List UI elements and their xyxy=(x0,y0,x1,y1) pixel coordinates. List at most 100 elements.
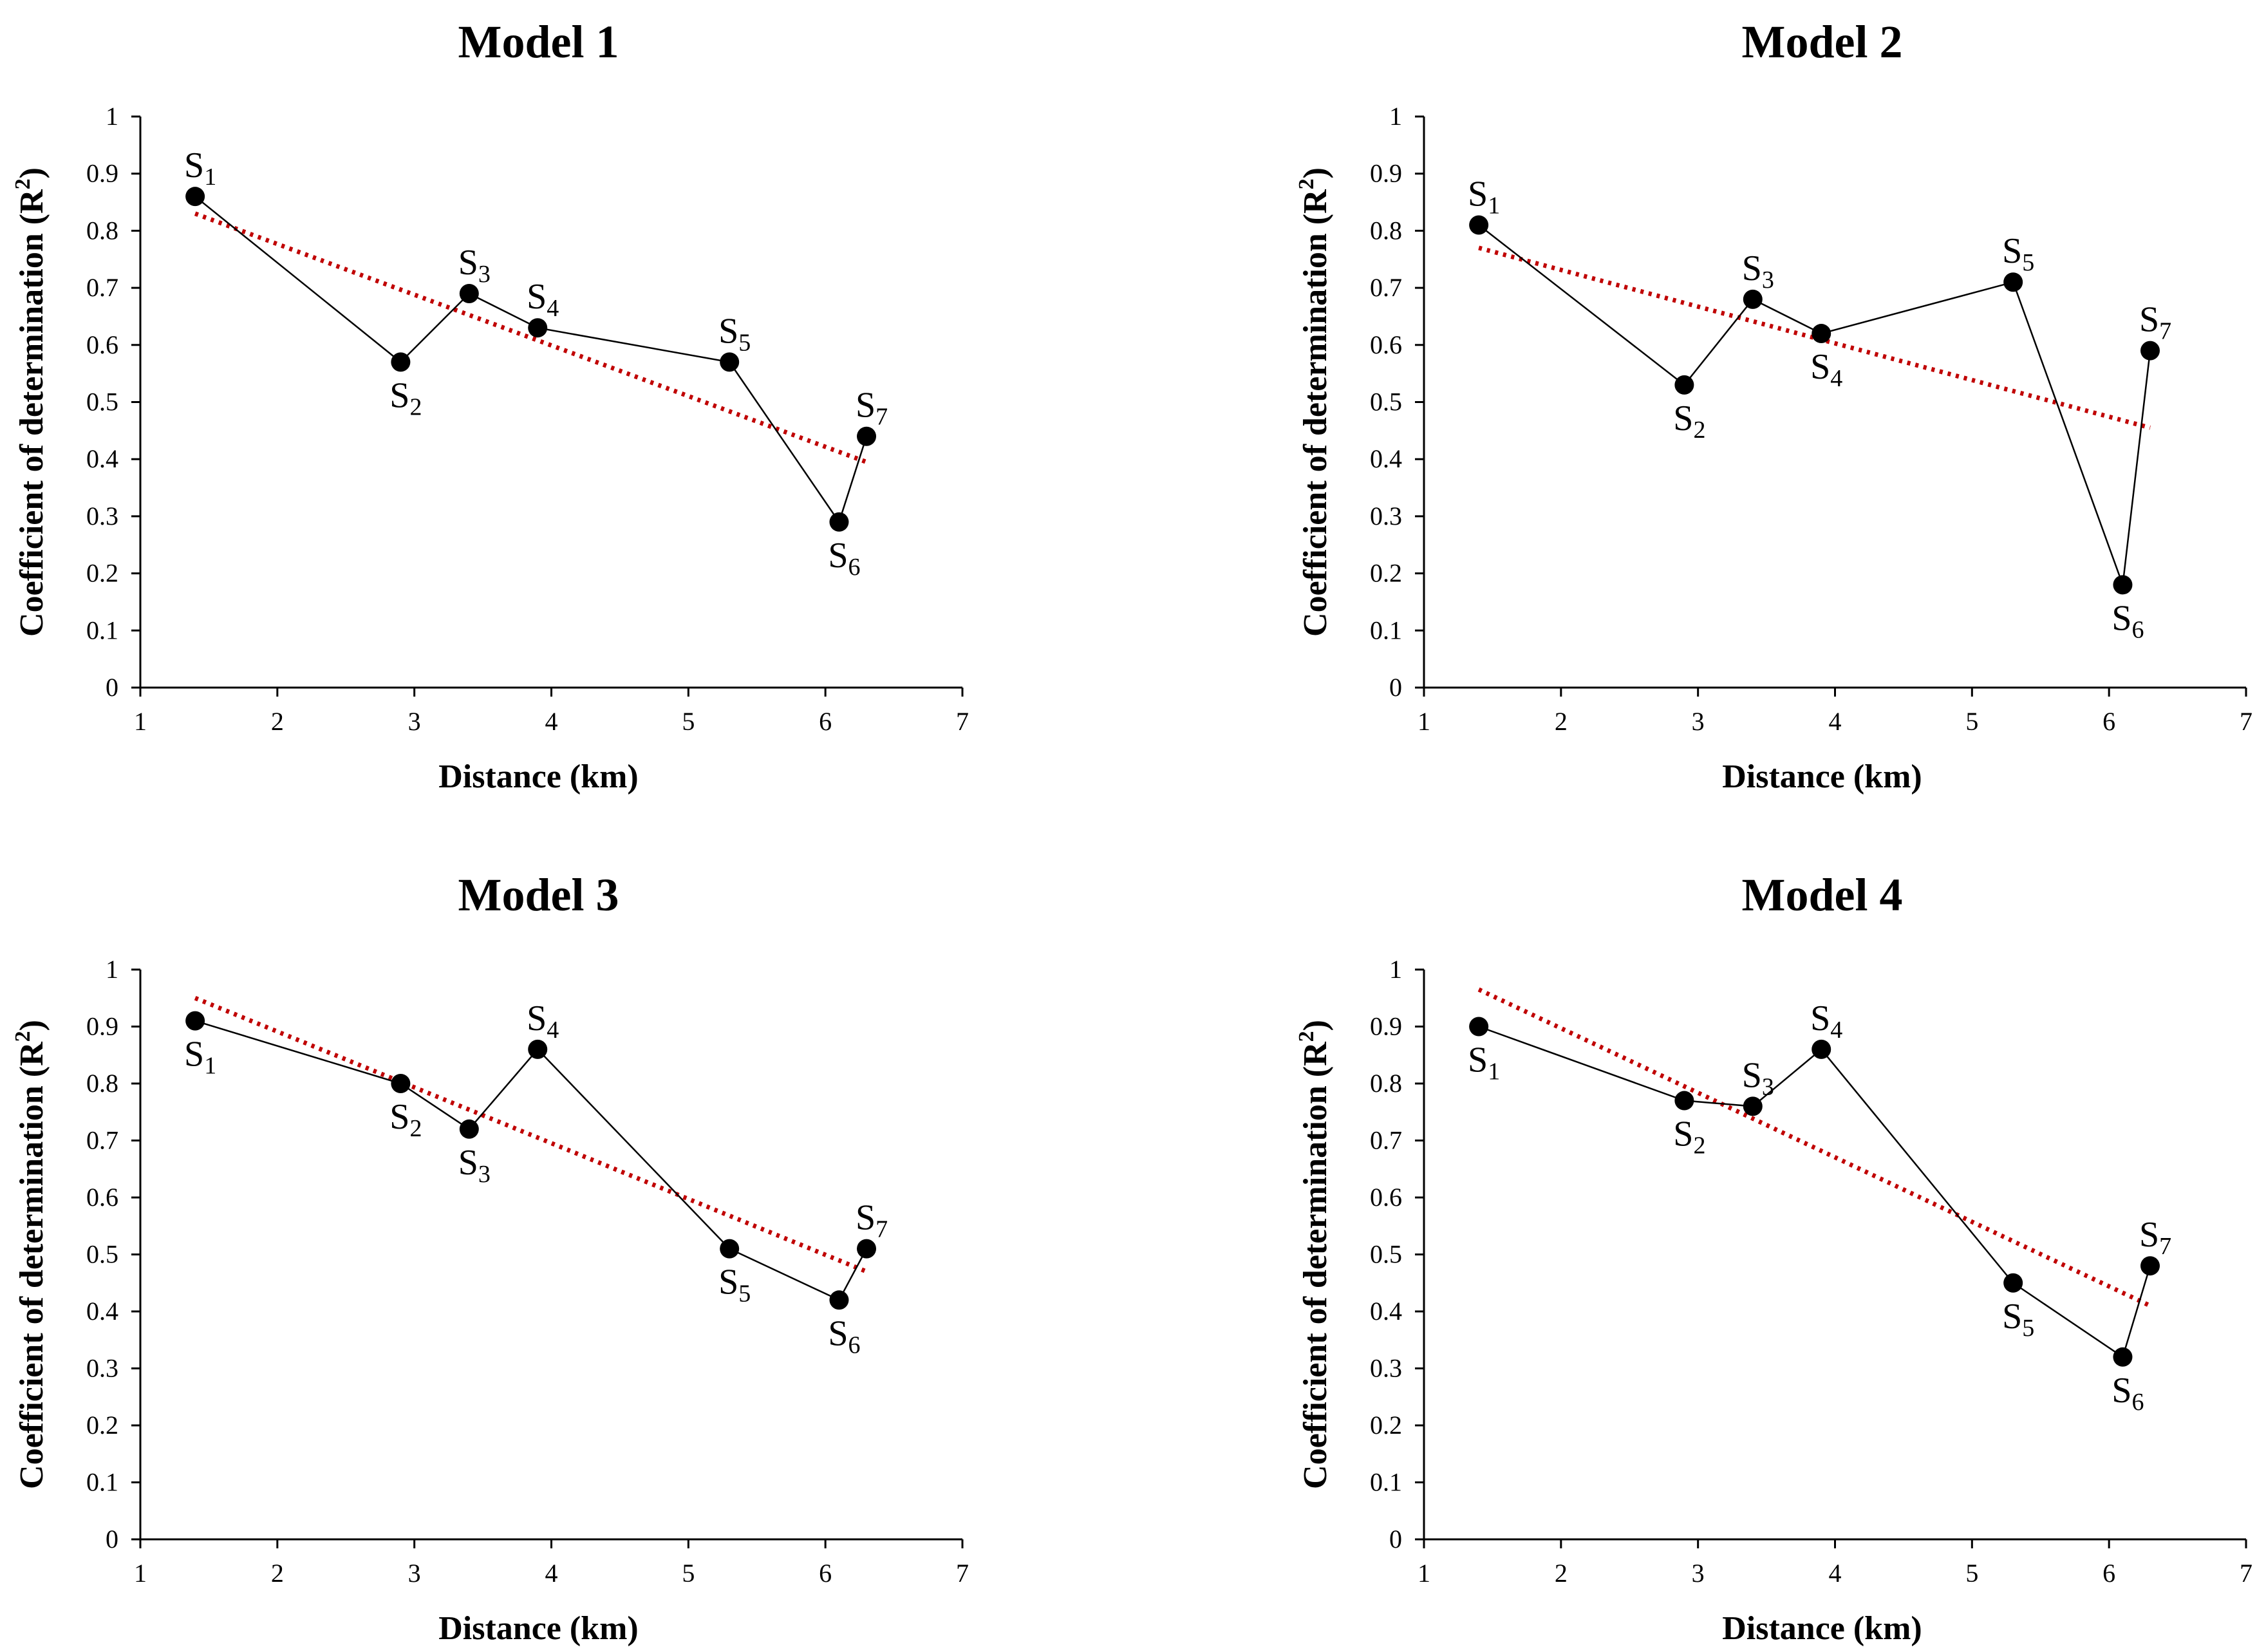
y-tick-label: 0.2 xyxy=(86,559,118,588)
y-tick-label: 0.3 xyxy=(86,1354,118,1383)
y-tick-label: 0.9 xyxy=(86,159,118,188)
x-tick-label: 4 xyxy=(1829,707,1842,736)
y-tick-label: 0.7 xyxy=(1370,273,1402,302)
trendline xyxy=(194,996,868,1274)
x-tick-label: 3 xyxy=(1692,1559,1705,1588)
data-point-s2 xyxy=(1674,1091,1694,1111)
data-point-s7 xyxy=(857,1239,877,1259)
data-point-s2 xyxy=(391,1074,411,1093)
y-tick-label: 0.1 xyxy=(1370,615,1402,644)
x-tick-label: 4 xyxy=(545,1559,558,1588)
data-point-s1 xyxy=(185,1011,205,1031)
y-tick-label: 0.6 xyxy=(86,330,118,359)
x-tick-label: 3 xyxy=(1692,707,1705,736)
y-axis-label: Coefficient of determination (R2) xyxy=(11,1020,50,1489)
data-label-s6: S6 xyxy=(828,536,860,581)
x-tick-label: 6 xyxy=(819,1559,832,1588)
trendline xyxy=(1477,987,2151,1308)
data-label-s6: S6 xyxy=(828,1313,860,1358)
x-tick-label: 2 xyxy=(1555,1559,1568,1588)
x-tick-label: 2 xyxy=(1555,707,1568,736)
data-label-s5: S5 xyxy=(718,1262,751,1308)
x-tick-label: 5 xyxy=(1965,707,1978,736)
x-tick-label: 6 xyxy=(819,707,832,736)
trendline xyxy=(1478,245,2151,430)
chart-title: Model 3 xyxy=(458,869,619,921)
chart-panel-3: Model 3 0 0.1 0.2 0.3 0.4 0.5 0.6 0.7 0.8 0.9 1 1 2 3 4… xyxy=(11,869,969,1647)
data-point-s3 xyxy=(459,1119,479,1139)
x-axis-label: Distance (km) xyxy=(438,1610,639,1647)
data-label-s7: S7 xyxy=(2139,1215,2171,1260)
data-point-s2 xyxy=(1674,375,1694,395)
y-tick-label: 0.4 xyxy=(86,444,118,473)
y-tick-label: 0.4 xyxy=(1370,1297,1402,1326)
data-point-s6 xyxy=(829,1290,849,1310)
data-label-s1: S1 xyxy=(1468,1040,1500,1085)
y-tick-label: 0.9 xyxy=(86,1012,118,1041)
data-label-s3: S3 xyxy=(1742,1055,1774,1100)
data-point-s1 xyxy=(185,187,205,207)
x-tick-label: 7 xyxy=(2240,707,2252,736)
y-tick-label: 1 xyxy=(106,102,118,131)
data-point-s3 xyxy=(459,283,479,303)
x-axis-label: Distance (km) xyxy=(438,758,639,795)
x-tick-label: 2 xyxy=(271,707,284,736)
data-point-s4 xyxy=(1812,324,1831,344)
data-point-s7 xyxy=(2140,341,2160,361)
series-line xyxy=(1478,1026,2151,1358)
y-tick-label: 0.2 xyxy=(1370,559,1402,588)
y-tick-label: 0.5 xyxy=(86,1240,118,1269)
data-point-s4 xyxy=(1812,1039,1831,1059)
x-tick-label: 7 xyxy=(2240,1559,2252,1588)
data-label-s5: S5 xyxy=(2002,231,2034,276)
data-label-s4: S4 xyxy=(1810,347,1842,392)
data-label-s4: S4 xyxy=(1810,999,1842,1044)
data-point-s5 xyxy=(2003,1273,2023,1293)
y-tick-label: 0.7 xyxy=(1370,1126,1402,1155)
data-label-s1: S1 xyxy=(184,1035,216,1080)
data-label-s4: S4 xyxy=(527,999,559,1044)
y-tick-label: 0.3 xyxy=(1370,502,1402,530)
y-tick-label: 0.3 xyxy=(1370,1354,1402,1383)
y-tick-label: 0.6 xyxy=(1370,330,1402,359)
x-tick-label: 1 xyxy=(1418,1559,1430,1588)
x-tick-label: 2 xyxy=(271,1559,284,1588)
y-axis-label: Coefficient of determination (R2) xyxy=(1295,1020,1334,1489)
y-tick-label: 0.4 xyxy=(86,1297,118,1326)
data-label-s1: S1 xyxy=(1468,174,1500,220)
data-label-s6: S6 xyxy=(2112,598,2144,643)
y-tick-label: 1 xyxy=(1389,102,1402,131)
data-point-s7 xyxy=(2140,1256,2160,1276)
data-point-s1 xyxy=(1469,215,1489,235)
data-point-s2 xyxy=(391,352,411,372)
data-point-s4 xyxy=(528,1039,548,1059)
x-axis-label: Distance (km) xyxy=(1722,758,1922,795)
data-label-s5: S5 xyxy=(718,311,751,356)
y-tick-label: 0 xyxy=(106,673,118,702)
y-tick-label: 0.1 xyxy=(86,615,118,644)
data-label-s7: S7 xyxy=(856,386,888,431)
data-label-s6: S6 xyxy=(2112,1371,2144,1416)
x-tick-label: 5 xyxy=(1965,1559,1978,1588)
y-tick-label: 0.5 xyxy=(1370,1240,1402,1269)
data-label-s2: S2 xyxy=(1673,1114,1705,1159)
chart-title: Model 4 xyxy=(1742,869,1903,921)
y-tick-label: 0.1 xyxy=(1370,1468,1402,1497)
x-tick-label: 1 xyxy=(1418,707,1430,736)
y-tick-label: 0 xyxy=(1389,1525,1402,1553)
y-tick-label: 0.7 xyxy=(86,273,118,302)
data-point-s6 xyxy=(829,512,849,532)
data-label-s4: S4 xyxy=(527,277,559,322)
data-label-s7: S7 xyxy=(856,1198,888,1243)
y-axis-label: Coefficient of determination (R2) xyxy=(1295,167,1334,637)
x-tick-label: 7 xyxy=(956,1559,969,1588)
y-tick-label: 0.5 xyxy=(1370,388,1402,417)
data-point-s6 xyxy=(2113,575,2133,595)
data-label-s2: S2 xyxy=(389,375,422,420)
y-tick-label: 1 xyxy=(1389,955,1402,984)
y-axis-label: Coefficient of determination (R2) xyxy=(11,167,50,637)
data-label-s5: S5 xyxy=(2002,1297,2034,1342)
y-tick-label: 0.7 xyxy=(86,1126,118,1155)
y-tick-label: 0.3 xyxy=(86,502,118,530)
